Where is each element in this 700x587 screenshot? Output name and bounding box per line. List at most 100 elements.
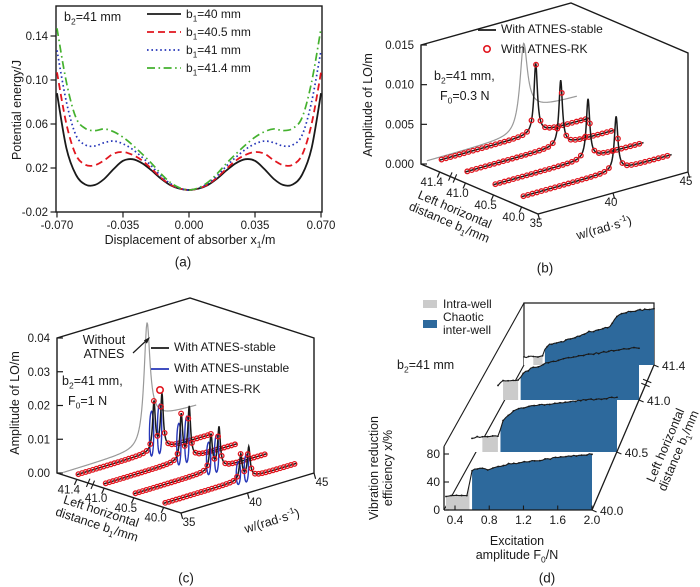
rk-marker-icon: [170, 457, 177, 464]
rk-marker-icon: [291, 460, 298, 467]
rk-marker-icon: [540, 146, 547, 152]
rk-marker-icon: [158, 403, 164, 410]
rk-marker-icon: [187, 492, 194, 499]
rk-marker-icon: [79, 470, 85, 477]
data-point-icon: [585, 399, 587, 401]
rk-marker-icon: [259, 470, 266, 477]
rk-marker-icon: [234, 473, 241, 480]
annotation-b: b2=41 mm, F0=0.3 N: [434, 69, 495, 106]
amp-tick-label: 0.04: [28, 333, 51, 345]
swatch-sample-icon: [423, 300, 437, 308]
data-point-icon: [492, 467, 494, 469]
rk-marker-icon: [100, 463, 107, 470]
w-tick-label: 35: [183, 517, 196, 529]
rk-marker-icon: [165, 498, 172, 505]
rk-marker-icon: [196, 450, 203, 457]
data-point-icon: [455, 494, 458, 497]
rk-marker-icon: [605, 165, 612, 171]
x-tick-label-d: 0.8: [481, 513, 498, 527]
rk-marker-icon: [528, 117, 535, 124]
data-point-icon: [533, 404, 536, 407]
rk-marker-icon: [222, 460, 229, 467]
rk-marker-icon: [636, 140, 643, 147]
rk-marker-icon: [188, 440, 195, 446]
rk-marker-icon: [211, 455, 218, 462]
data-point-icon: [507, 379, 509, 382]
rk-marker-icon: [270, 467, 276, 474]
rk-marker-icon: [619, 160, 626, 167]
intra-well-area: [482, 435, 498, 452]
data-point-icon: [648, 308, 651, 311]
data-point-icon: [502, 379, 504, 382]
legend-label: Chaotic inter-well: [443, 310, 492, 337]
rk-marker-icon: [97, 464, 103, 471]
data-point-icon: [486, 435, 489, 438]
data-point-icon: [532, 366, 535, 369]
data-point-icon: [523, 460, 526, 463]
data-point-icon: [517, 407, 520, 410]
curve-a: [56, 72, 322, 191]
y-axis-title-c: Amplitude of LO/m: [8, 351, 22, 455]
data-point-icon: [528, 460, 531, 463]
b1-tick-label: 40.0: [502, 212, 524, 224]
rk-marker-icon: [153, 464, 159, 471]
x-tick-label-d: 1.6: [549, 513, 566, 527]
data-point-icon: [579, 399, 582, 402]
data-point-icon: [543, 404, 546, 406]
data-point-icon: [552, 360, 555, 363]
rk-marker-icon: [120, 474, 127, 481]
data-point-icon: [512, 462, 515, 465]
y-tick-label-a: 0.02: [26, 163, 48, 175]
x-tick-label-a: 0.000: [175, 220, 204, 232]
data-point-icon: [574, 336, 576, 339]
data-point-icon: [559, 455, 562, 458]
annotation-arrowhead-icon: [143, 337, 150, 344]
data-point-icon: [517, 379, 520, 381]
data-point-icon: [450, 494, 453, 497]
data-point-icon: [643, 308, 646, 311]
rk-marker-icon: [168, 441, 175, 448]
rk-marker-icon: [176, 495, 183, 502]
x-tick-label-a: 0.035: [241, 220, 270, 232]
data-point-icon: [612, 350, 615, 352]
rk-marker-icon: [573, 156, 580, 163]
y-axis-title-b: Amplitude of LO/m: [361, 53, 375, 157]
rk-marker-icon: [207, 430, 214, 437]
rk-marker-icon: [212, 484, 219, 491]
line-sample-icon: [147, 67, 181, 69]
data-point-icon: [567, 356, 570, 359]
data-point-icon: [569, 338, 572, 340]
data-point-icon: [572, 356, 575, 358]
data-point-icon: [639, 308, 641, 311]
intra-well-area: [446, 483, 470, 510]
rk-marker-icon: [162, 499, 169, 506]
rk-marker-icon: [205, 486, 212, 493]
rk-marker-icon: [201, 487, 208, 494]
data-point-icon: [547, 361, 550, 364]
x-tick-label-a: 0.070: [307, 220, 336, 232]
data-point-icon: [537, 365, 540, 368]
data-point-icon: [486, 469, 489, 471]
rk-marker-icon: [558, 89, 565, 96]
curve-a: [56, 93, 322, 191]
rk-marker-icon: [601, 168, 608, 175]
data-point-icon: [592, 330, 595, 333]
rk-marker-icon: [185, 415, 192, 422]
rk-marker-icon: [201, 433, 208, 440]
data-point-icon: [496, 435, 499, 438]
legend-label: b1=41.4 mm: [186, 60, 251, 78]
legend-b: With ATNES-stable With ATNES-RK: [477, 20, 603, 59]
rk-marker-icon: [614, 135, 621, 142]
x-tick-label-d: 2.0: [584, 513, 601, 527]
axis-break-icon: [448, 172, 453, 181]
rk-marker-icon: [149, 466, 156, 473]
data-point-icon: [476, 435, 479, 438]
data-point-icon: [634, 310, 637, 313]
rk-marker-icon: [174, 450, 181, 457]
rk-marker-icon: [287, 462, 294, 468]
legend-c: With ATNES-stable With ATNES-unstable With…: [150, 337, 289, 400]
data-point-icon: [606, 326, 609, 329]
curve-without-atnes: [63, 322, 197, 474]
legend-label: b1=41 mm: [186, 42, 241, 60]
